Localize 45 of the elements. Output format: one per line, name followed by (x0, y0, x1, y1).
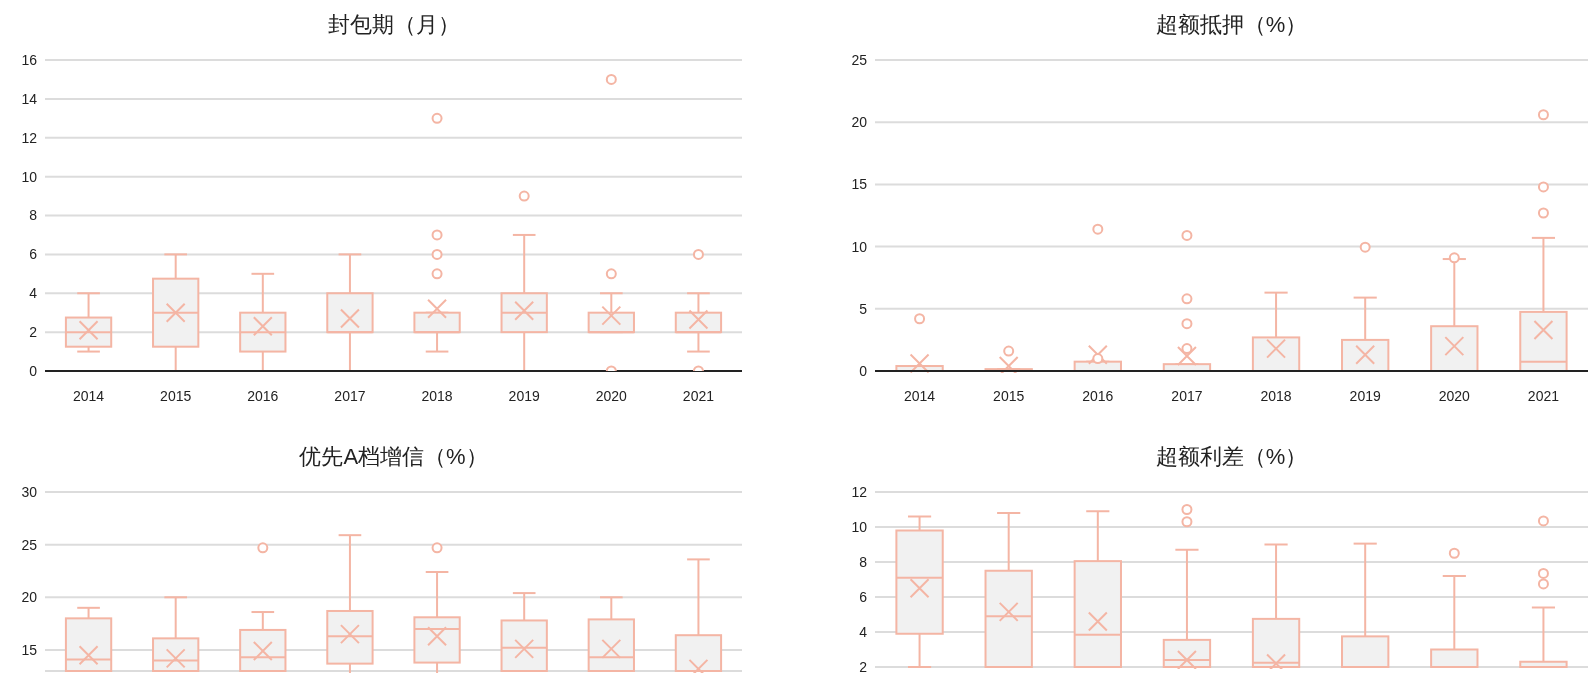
x-tick-label: 2014 (72, 387, 105, 404)
y-tick-label: 15 (851, 176, 868, 193)
y-tick-label: 16 (21, 51, 38, 68)
chart-title: 超额抵押（%） (1154, 11, 1309, 39)
x-tick-label: 2017 (1171, 387, 1203, 404)
y-tick-label: 0 (29, 362, 38, 379)
chart-title: 优先A档增信（%） (298, 443, 489, 471)
y-tick-label: 12 (21, 129, 38, 146)
y-tick-label: 8 (859, 553, 868, 570)
y-tick-label: 25 (21, 536, 38, 553)
x-tick-label: 2019 (1349, 387, 1381, 404)
x-tick-label: 2016 (247, 387, 279, 404)
y-tick-label: 15 (21, 641, 38, 658)
y-tick-label: 4 (29, 285, 38, 302)
y-tick-label: 2 (859, 658, 868, 675)
x-tick-label: 2018 (1260, 387, 1292, 404)
y-tick-label: 10 (21, 168, 38, 185)
chart-title: 封包期（月） (326, 11, 461, 39)
x-tick-label: 2017 (334, 387, 366, 404)
y-tick-label: 10 (851, 518, 868, 535)
y-tick-label: 30 (21, 483, 38, 500)
y-tick-label: 0 (859, 362, 868, 379)
y-tick-label: 8 (29, 207, 38, 224)
y-tick-label: 10 (851, 238, 868, 255)
x-tick-label: 2015 (993, 387, 1025, 404)
x-tick-label: 2014 (903, 387, 936, 404)
x-tick-label: 2021 (1527, 387, 1560, 404)
y-tick-label: 6 (859, 588, 868, 605)
x-tick-label: 2020 (595, 387, 628, 404)
chart-title: 超额利差（%） (1154, 443, 1309, 471)
x-tick-label: 2019 (508, 387, 540, 404)
x-tick-label: 2015 (160, 387, 192, 404)
y-tick-label: 12 (851, 483, 868, 500)
x-tick-label: 2021 (682, 387, 715, 404)
y-tick-label: 4 (859, 623, 868, 640)
x-tick-label: 2018 (421, 387, 453, 404)
y-tick-label: 20 (851, 114, 868, 131)
y-tick-label: 2 (29, 324, 38, 341)
y-tick-label: 6 (29, 246, 38, 263)
y-tick-label: 20 (21, 589, 38, 606)
y-tick-label: 5 (859, 300, 868, 317)
y-tick-label: 25 (851, 51, 868, 68)
x-tick-label: 2020 (1438, 387, 1471, 404)
y-tick-label: 14 (21, 90, 38, 107)
x-tick-label: 2016 (1082, 387, 1114, 404)
